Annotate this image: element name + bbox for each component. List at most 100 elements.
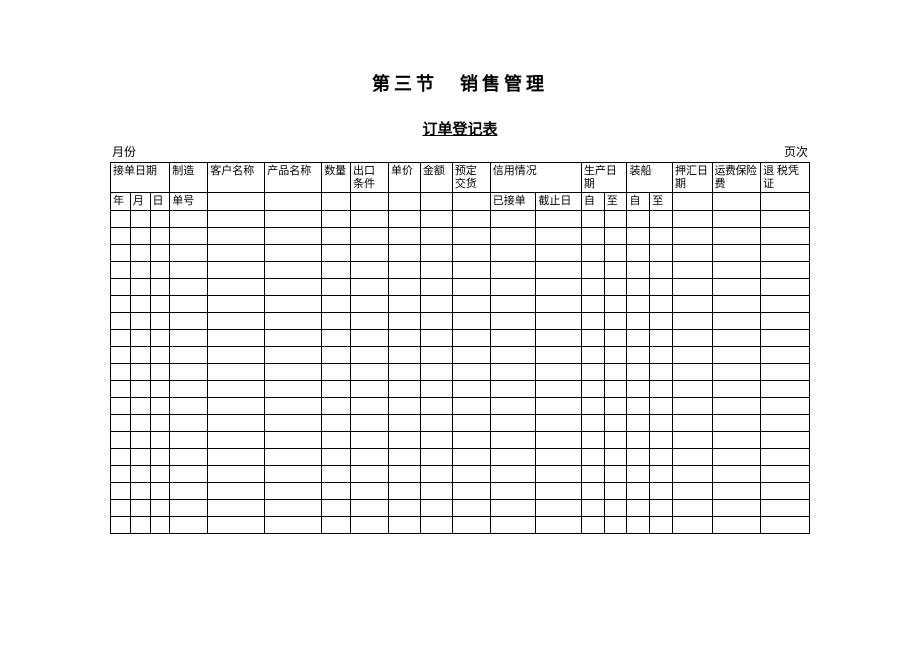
table-cell [604, 211, 627, 228]
table-cell [452, 228, 490, 245]
table-cell [265, 483, 322, 500]
table-cell [604, 449, 627, 466]
table-cell [712, 347, 761, 364]
table-cell [170, 500, 208, 517]
table-cell [420, 296, 452, 313]
table-cell [111, 500, 131, 517]
table-cell [581, 381, 604, 398]
table-cell [490, 228, 536, 245]
table-cell [536, 398, 582, 415]
table-cell [452, 500, 490, 517]
table-cell [150, 381, 170, 398]
table-cell [761, 279, 810, 296]
table-cell [420, 483, 452, 500]
table-cell [650, 466, 673, 483]
table-cell [389, 330, 421, 347]
table-cell [322, 398, 351, 415]
table-cell [208, 517, 265, 534]
table-cell [208, 500, 265, 517]
table-cell [673, 313, 713, 330]
table-cell [265, 279, 322, 296]
table-cell [712, 517, 761, 534]
table-cell [452, 279, 490, 296]
table-cell [761, 364, 810, 381]
table-cell [389, 500, 421, 517]
empty-cell [322, 193, 351, 211]
table-cell [650, 364, 673, 381]
table-cell [130, 296, 150, 313]
table-cell [208, 398, 265, 415]
table-row [111, 449, 810, 466]
table-cell [536, 449, 582, 466]
table-cell [490, 245, 536, 262]
table-cell [712, 262, 761, 279]
table-cell [673, 330, 713, 347]
table-cell [170, 517, 208, 534]
col-receive-date: 接单日期 [111, 163, 170, 193]
table-cell [389, 211, 421, 228]
table-cell [351, 313, 389, 330]
table-cell [536, 381, 582, 398]
table-cell [170, 211, 208, 228]
table-cell [712, 398, 761, 415]
table-cell [627, 245, 650, 262]
table-cell [130, 279, 150, 296]
table-cell [111, 228, 131, 245]
table-cell [627, 381, 650, 398]
table-cell [389, 432, 421, 449]
table-cell [536, 330, 582, 347]
table-cell [761, 296, 810, 313]
table-cell [490, 517, 536, 534]
table-cell [208, 330, 265, 347]
table-cell [130, 432, 150, 449]
table-cell [673, 500, 713, 517]
table-cell [111, 330, 131, 347]
table-cell [490, 449, 536, 466]
col-received: 已接单 [490, 193, 536, 211]
table-cell [673, 296, 713, 313]
table-cell [604, 296, 627, 313]
table-cell [265, 262, 322, 279]
table-cell [265, 381, 322, 398]
table-cell [389, 483, 421, 500]
col-customer: 客户名称 [208, 163, 265, 193]
table-row [111, 347, 810, 364]
table-cell [265, 347, 322, 364]
table-cell [130, 245, 150, 262]
table-cell [420, 347, 452, 364]
table-cell [351, 347, 389, 364]
table-cell [322, 415, 351, 432]
table-cell [351, 500, 389, 517]
table-cell [150, 330, 170, 347]
table-cell [130, 449, 150, 466]
table-title: 订单登记表 [110, 118, 810, 139]
table-cell [581, 347, 604, 364]
table-cell [351, 364, 389, 381]
table-cell [604, 313, 627, 330]
table-cell [581, 262, 604, 279]
table-row [111, 432, 810, 449]
table-cell [150, 398, 170, 415]
table-cell [389, 347, 421, 364]
table-cell [581, 398, 604, 415]
table-cell [170, 415, 208, 432]
table-cell [420, 279, 452, 296]
table-cell [351, 517, 389, 534]
empty-cell [673, 193, 713, 211]
table-cell [322, 483, 351, 500]
table-cell [673, 483, 713, 500]
table-cell [170, 262, 208, 279]
table-cell [322, 313, 351, 330]
table-cell [208, 449, 265, 466]
table-cell [627, 364, 650, 381]
table-cell [604, 466, 627, 483]
table-cell [150, 313, 170, 330]
meta-row: 月份 页次 [110, 143, 810, 162]
table-cell [170, 466, 208, 483]
table-cell [389, 262, 421, 279]
table-cell [761, 483, 810, 500]
col-order-no: 单号 [170, 193, 208, 211]
table-cell [322, 228, 351, 245]
table-cell [490, 432, 536, 449]
table-cell [761, 228, 810, 245]
